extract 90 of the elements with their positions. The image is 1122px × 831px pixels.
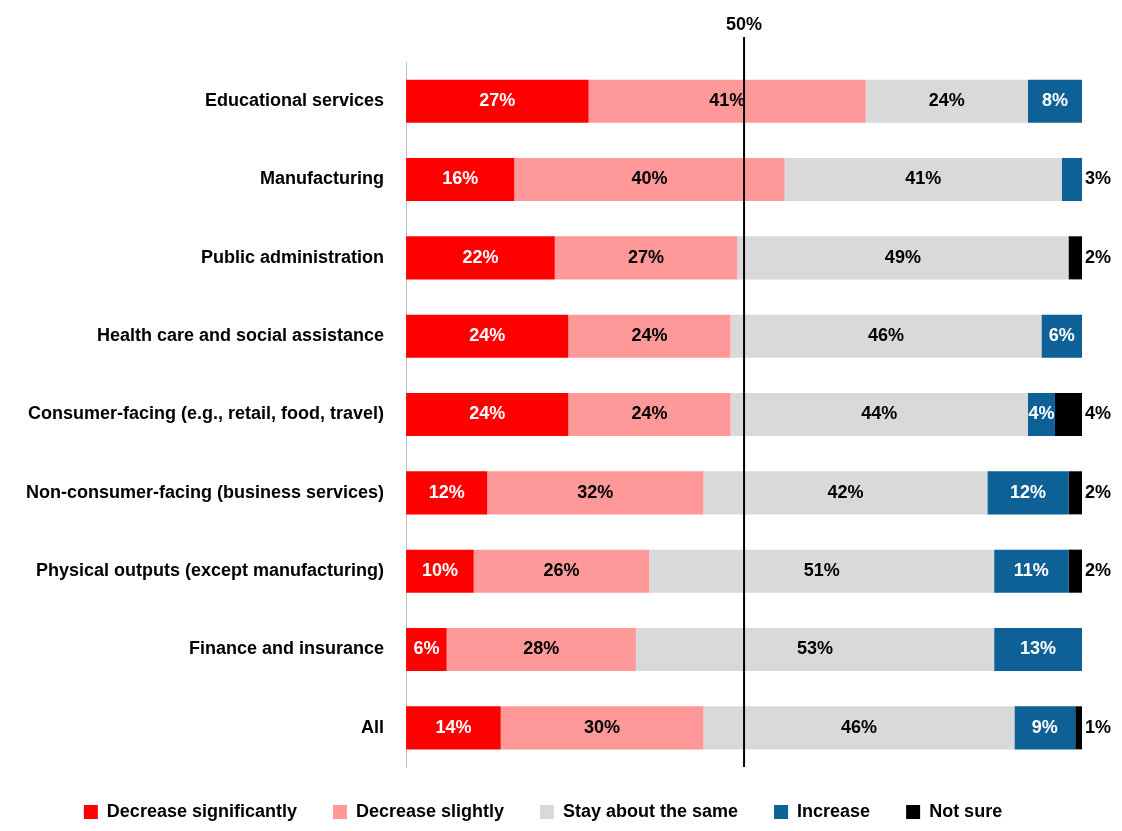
bar [406, 236, 555, 280]
bar [730, 314, 1042, 358]
data-label: 24% [928, 90, 965, 111]
bar [487, 471, 704, 515]
bar [737, 236, 1069, 280]
data-label: 6% [413, 638, 440, 659]
data-label: 6% [1048, 325, 1075, 346]
legend-label: Decrease significantly [106, 800, 297, 821]
data-label: 12% [428, 481, 465, 502]
data-label: 9% [1031, 716, 1058, 737]
bar [406, 314, 569, 358]
bar [473, 549, 650, 593]
bar [406, 392, 569, 437]
bar [994, 627, 1082, 672]
bar [784, 157, 1062, 202]
data-label: 27% [479, 90, 516, 111]
data-label: 2% [1085, 246, 1112, 267]
y-tick-label: Finance and insurance [189, 638, 385, 659]
legend-label: Not sure [929, 800, 1003, 821]
data-label: 28% [523, 638, 560, 659]
legend-label: Increase [797, 800, 871, 821]
bar [703, 471, 988, 515]
y-tick-label: Consumer-facing (e.g., retail, food, travel) [28, 403, 385, 424]
data-label: 40% [631, 168, 668, 189]
bar [406, 79, 589, 123]
bar [730, 392, 1028, 437]
y-tick-label: Physical outputs (except manufacturing) [36, 560, 385, 581]
bar [554, 236, 738, 280]
data-label: 30% [584, 716, 621, 737]
bar [1068, 236, 1082, 280]
data-label: 41% [905, 168, 942, 189]
data-label: 32% [577, 481, 614, 502]
bar [1068, 471, 1082, 515]
data-label: 46% [840, 716, 877, 737]
bar [635, 627, 995, 672]
bar [865, 79, 1028, 123]
data-label: 4% [1028, 403, 1055, 424]
data-label: 1% [1085, 716, 1112, 737]
bar [994, 549, 1069, 593]
data-label: 12% [1009, 481, 1046, 502]
data-label: 27% [628, 246, 665, 267]
bar [406, 549, 474, 593]
y-tick-label: Health care and social assistance [96, 325, 385, 346]
data-label: 51% [803, 560, 840, 581]
y-tick-label: Non-consumer-facing (business services) [25, 481, 385, 502]
data-label: 4% [1085, 403, 1112, 424]
bar [1068, 549, 1082, 593]
data-label: 16% [442, 168, 479, 189]
data-label: 13% [1020, 638, 1057, 659]
ref-line-label: 50% [726, 13, 763, 34]
data-label: 24% [631, 325, 668, 346]
bar [514, 157, 785, 202]
legend-label: Stay about the same [563, 800, 739, 821]
bar [1054, 392, 1082, 437]
bar [568, 314, 731, 358]
y-tick-label: Educational services [205, 90, 385, 111]
data-label: 24% [631, 403, 668, 424]
data-label: 22% [462, 246, 499, 267]
data-label: 46% [867, 325, 905, 346]
data-label: 44% [861, 403, 898, 424]
legend-label: Decrease slightly [355, 800, 505, 821]
data-label: 10% [421, 560, 458, 581]
y-tick-label: Manufacturing [260, 168, 385, 189]
data-label: 2% [1085, 560, 1112, 581]
bar [568, 392, 731, 437]
bar [1075, 706, 1082, 750]
data-label: 49% [884, 246, 921, 267]
data-label: 3% [1085, 168, 1112, 189]
data-label: 42% [827, 481, 864, 502]
bar [406, 706, 501, 750]
bar [987, 471, 1069, 515]
data-label: 53% [797, 638, 834, 659]
data-label: 2% [1085, 481, 1112, 502]
bar [406, 157, 515, 202]
data-label: 24% [469, 325, 506, 346]
data-label: 26% [543, 560, 580, 581]
bar [649, 549, 995, 593]
data-label: 8% [1041, 90, 1068, 111]
bar [703, 706, 1015, 750]
bar [588, 79, 866, 123]
bar [1014, 706, 1076, 750]
bar [500, 706, 704, 750]
y-tick-label: All [361, 716, 385, 737]
data-label: 14% [435, 716, 472, 737]
y-tick-label: Public administration [201, 246, 385, 267]
bar [406, 471, 488, 515]
bar [446, 627, 636, 672]
data-label: 24% [469, 403, 506, 424]
data-label: 11% [1013, 560, 1049, 581]
bar [1061, 157, 1082, 202]
